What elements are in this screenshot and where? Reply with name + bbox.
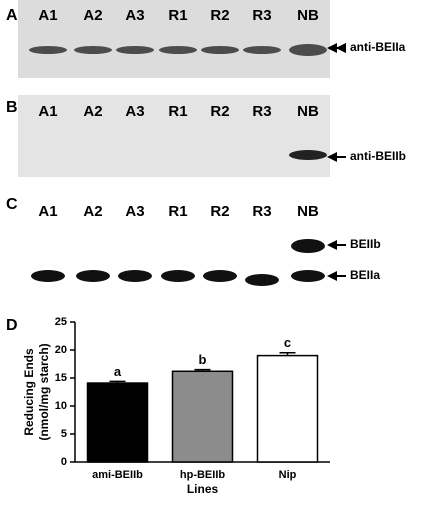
y-tick-label: 0 (61, 456, 67, 468)
band (291, 270, 325, 282)
lane-label: R3 (252, 203, 271, 220)
panel-label: C (6, 196, 18, 213)
band (201, 46, 239, 54)
lane-label: A1 (38, 7, 57, 24)
lane-label: R1 (168, 103, 187, 120)
band (31, 270, 65, 282)
annotation: b (199, 352, 207, 367)
band (116, 46, 154, 54)
panel-label: D (6, 317, 18, 334)
lane-label: A2 (83, 7, 102, 24)
lane-label: R2 (210, 103, 229, 120)
error-bar (194, 368, 211, 372)
arrow-head (327, 43, 337, 53)
arrow-label: BEIIa (350, 268, 380, 282)
y-tick-label: 25 (55, 316, 67, 328)
band (29, 46, 67, 54)
arrow-head (327, 271, 337, 281)
band (243, 46, 281, 54)
bar (256, 354, 319, 463)
band (291, 239, 325, 253)
panel-label: B (6, 99, 18, 116)
blot-a (18, 0, 330, 78)
arrow-label: BEIIb (350, 237, 381, 251)
lane-label: R1 (168, 203, 187, 220)
lane-label: NB (297, 7, 319, 24)
lane-label: A1 (38, 203, 57, 220)
annotation: a (114, 364, 122, 379)
y-axis-label: (nmol/mg starch) (37, 343, 51, 440)
band (74, 46, 112, 54)
lane-label: R3 (252, 7, 271, 24)
lane-label: R2 (210, 203, 229, 220)
arrow-head (327, 240, 337, 250)
band (245, 274, 279, 286)
lane-label: R1 (168, 7, 187, 24)
y-tick-label: 5 (61, 428, 67, 440)
band (203, 270, 237, 282)
lane-label: A2 (83, 103, 102, 120)
lane-label: NB (297, 203, 319, 220)
y-tick-label: 20 (55, 344, 67, 356)
arrow-label: anti-BEIIb (350, 149, 406, 163)
lane-label: A2 (83, 203, 102, 220)
blot-b (18, 95, 330, 177)
x-tick-label: hp-BEIIb (180, 469, 225, 481)
band (159, 46, 197, 54)
lane-label: A3 (125, 103, 144, 120)
y-tick-label: 15 (55, 372, 67, 384)
lane-label: A3 (125, 203, 144, 220)
error-bar (109, 380, 126, 384)
panel-label: A (6, 7, 18, 24)
error-bar (279, 352, 296, 356)
bar (86, 382, 149, 463)
lane-label: A1 (38, 103, 57, 120)
x-tick-label: Nip (279, 469, 297, 481)
x-tick-label: ami-BEIIb (92, 469, 143, 481)
y-axis-label: Reducing Ends (22, 348, 36, 436)
x-axis-label: Lines (187, 482, 219, 496)
arrow-label: anti-BEIIa (350, 40, 406, 54)
band (161, 270, 195, 282)
lane-label: A3 (125, 7, 144, 24)
arrow-head (327, 152, 337, 162)
band (76, 270, 110, 282)
bar (171, 370, 234, 463)
band (118, 270, 152, 282)
annotation: c (284, 335, 291, 350)
lane-label: R2 (210, 7, 229, 24)
y-tick-label: 10 (55, 400, 67, 412)
band (289, 150, 327, 160)
lane-label: R3 (252, 103, 271, 120)
band (289, 44, 327, 56)
lane-label: NB (297, 103, 319, 120)
